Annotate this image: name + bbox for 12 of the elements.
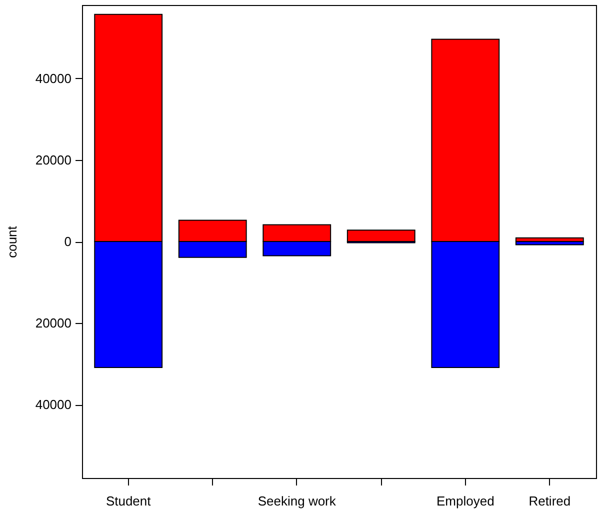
x-tick-label: Employed	[436, 494, 494, 508]
y-tick-label: 40000	[35, 70, 72, 86]
x-tick-label: Student	[106, 494, 152, 508]
y-tick-label: 0	[64, 234, 72, 249]
y-tick-label: 20000	[35, 316, 72, 331]
bar	[515, 241, 584, 246]
bar	[346, 230, 416, 242]
x-tick-label: Retired	[528, 494, 571, 508]
y-tick-label: 20000	[35, 152, 72, 168]
x-tick-label: Seeking work	[258, 494, 336, 508]
y-axis-title: count	[4, 226, 20, 258]
y-tick-label: 40000	[35, 397, 72, 412]
